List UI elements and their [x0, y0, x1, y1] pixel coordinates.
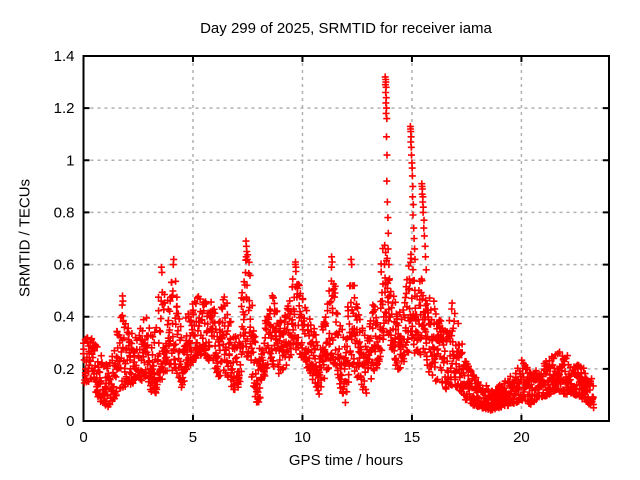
axis-ticks: [82, 55, 609, 422]
y-tick-label: 0.4: [54, 309, 75, 326]
x-axis-label: GPS time / hours: [288, 452, 404, 469]
y-axis-label: SRMTID / TECUs: [16, 178, 34, 298]
x-tick-label: 20: [513, 429, 530, 446]
x-tick-label: 15: [404, 429, 421, 446]
y-tick-label: 0.8: [54, 204, 75, 221]
x-tick-label: 10: [294, 429, 311, 446]
y-tick-label: 1.4: [54, 48, 75, 65]
y-tick-label: 0: [66, 413, 74, 430]
chart-title: Day 299 of 2025, SRMTID for receiver iam…: [200, 20, 492, 37]
y-tick-label: 0.2: [54, 361, 75, 378]
y-tick-label: 0.6: [54, 257, 75, 274]
x-tick-label: 0: [79, 429, 87, 446]
x-tick-label: 5: [189, 429, 197, 446]
plot-border: [82, 55, 610, 422]
y-tick-label: 1: [66, 152, 74, 169]
y-tick-label: 1.2: [54, 100, 75, 117]
scatter-points: [79, 73, 598, 414]
